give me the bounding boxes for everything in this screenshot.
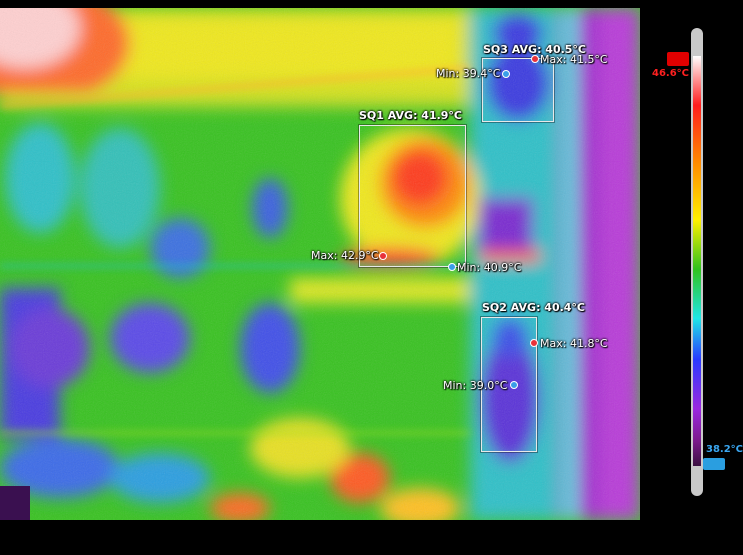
region-sq1-box[interactable] [359, 125, 466, 267]
region-sq2-max-marker [530, 339, 538, 347]
region-sq3-min-label: Min: 39.4°C [436, 67, 501, 80]
region-sq1-max-label: Max: 42.9°C [311, 249, 379, 262]
region-sq2-max-label: Max: 41.8°C [540, 337, 608, 350]
temperature-color-scale [693, 56, 701, 466]
scale-min-handle[interactable] [703, 458, 725, 470]
region-sq3-box[interactable] [482, 58, 554, 122]
region-sq1-max-marker [379, 252, 387, 260]
thermal-heatmap [0, 8, 640, 520]
region-sq1-title: SQ1 AVG: 41.9°C [359, 109, 463, 122]
scale-min-label: 38.2°C [706, 444, 743, 455]
region-sq2-box[interactable] [481, 317, 537, 452]
region-sq1-min-label: Min: 40.9°C [457, 261, 522, 274]
region-sq3-max-label: Max: 41.5°C [540, 53, 608, 66]
region-sq2-min-label: Min: 39.0°C [443, 379, 508, 392]
region-sq1-min-marker [448, 263, 456, 271]
thermal-image [0, 8, 640, 520]
scale-max-handle[interactable] [667, 52, 689, 66]
region-sq3-title: SQ3 AVG: 40.5°C [483, 43, 587, 56]
region-sq2-title: SQ2 AVG: 40.4°C [482, 301, 586, 314]
region-sq2-min-marker [510, 381, 518, 389]
region-sq3-max-marker [531, 55, 539, 63]
scale-max-label: 46.6°C [652, 68, 690, 79]
region-sq3-min-marker [502, 70, 510, 78]
